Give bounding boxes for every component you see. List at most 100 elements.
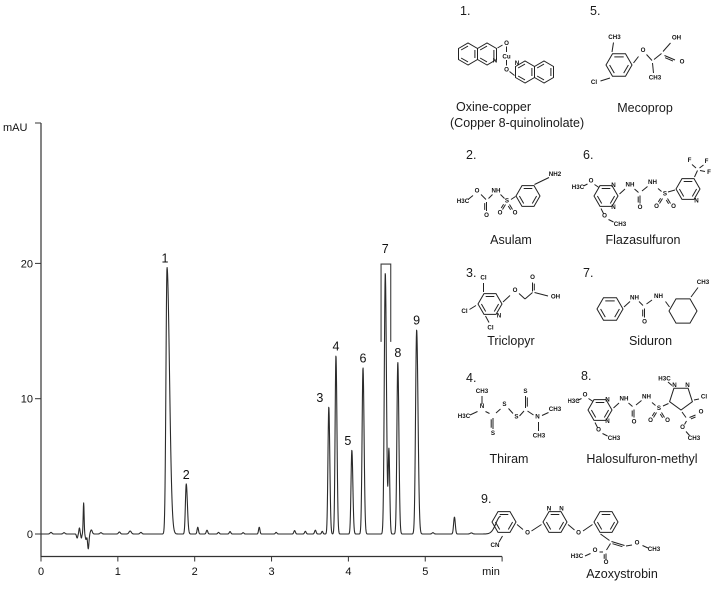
svg-text:O: O — [632, 419, 637, 426]
svg-text:N: N — [611, 182, 616, 189]
svg-text:N: N — [480, 403, 485, 410]
svg-text:NH: NH — [648, 179, 657, 186]
svg-text:N: N — [611, 204, 616, 211]
svg-text:CH3: CH3 — [688, 435, 701, 442]
svg-text:Cl: Cl — [701, 394, 707, 401]
svg-text:NH: NH — [620, 396, 629, 403]
y-tick-label: 10 — [21, 394, 33, 406]
structure-number: 5. — [590, 4, 601, 18]
peak-label-6: 6 — [360, 352, 367, 366]
svg-text:Cl: Cl — [480, 275, 486, 282]
structure-name: Asulam — [490, 233, 532, 247]
svg-text:O: O — [513, 287, 518, 294]
svg-text:S: S — [491, 430, 495, 437]
svg-text:N: N — [497, 313, 502, 320]
structure-name: Flazasulfuron — [605, 233, 681, 247]
chromatogram: 0 10 20 mAU 0 1 2 3 4 5 min 1 2 3 4 5 6 7 8 9 — [3, 122, 503, 578]
svg-text:CH3: CH3 — [608, 435, 621, 442]
peak-label-9: 9 — [413, 314, 420, 328]
structure-number: 4. — [466, 371, 477, 385]
y-axis-title: mAU — [3, 122, 28, 134]
chromatogram-trace — [40, 267, 502, 550]
thiram-structure-diagram: CH3 H3C N S S S S N CH3 CH3 — [458, 388, 562, 440]
structure-name: Thiram — [489, 452, 529, 466]
svg-text:NH: NH — [654, 293, 663, 300]
svg-text:O: O — [641, 47, 646, 54]
svg-text:H3C: H3C — [457, 198, 470, 205]
svg-text:N: N — [535, 414, 540, 421]
peak-label-7: 7 — [382, 242, 389, 256]
peak-label-1: 1 — [162, 251, 169, 265]
x-tick-label: 0 — [38, 566, 44, 578]
svg-text:N: N — [672, 382, 677, 389]
svg-text:O: O — [504, 40, 509, 47]
svg-text:O: O — [589, 178, 594, 185]
structure-name: Azoxystrobin — [586, 567, 658, 581]
svg-text:Cl: Cl — [487, 325, 493, 332]
svg-text:O: O — [642, 319, 647, 326]
svg-text:NH: NH — [492, 188, 501, 195]
svg-text:O: O — [475, 188, 480, 195]
svg-text:CH3: CH3 — [648, 546, 661, 553]
structure-number: 1. — [460, 4, 471, 18]
svg-text:O: O — [593, 547, 598, 554]
svg-text:OH: OH — [672, 35, 682, 42]
peak-7-clip-bracket — [380, 263, 392, 342]
x-tick-label: 1 — [115, 566, 121, 578]
structure-number: 7. — [583, 266, 594, 280]
svg-text:O: O — [530, 274, 535, 281]
svg-text:S: S — [663, 191, 667, 198]
x-tick-label: 5 — [422, 566, 428, 578]
svg-text:S: S — [514, 414, 518, 421]
svg-text:O: O — [699, 409, 704, 416]
svg-text:O: O — [596, 427, 601, 434]
svg-text:N: N — [605, 418, 610, 425]
svg-text:O: O — [648, 417, 653, 424]
svg-text:N: N — [493, 58, 498, 65]
structure-item-mecoprop: 5. CH3 Cl O OH O CH3 Mecoprop — [583, 4, 707, 124]
structure-number: 6. — [583, 148, 594, 162]
x-axis-title: min — [482, 566, 500, 578]
svg-text:O: O — [680, 59, 685, 66]
svg-text:NH: NH — [630, 295, 639, 302]
x-tick-label: 4 — [345, 566, 351, 578]
structure-number: 3. — [466, 266, 477, 280]
axes — [40, 123, 502, 558]
svg-text:CH3: CH3 — [549, 406, 562, 413]
svg-text:N: N — [685, 382, 690, 389]
svg-text:O: O — [665, 417, 670, 424]
svg-text:CH3: CH3 — [533, 433, 546, 440]
svg-text:CN: CN — [491, 542, 500, 549]
svg-text:H3C: H3C — [458, 413, 471, 420]
svg-text:O: O — [604, 559, 609, 566]
structure-name: Triclopyr — [487, 334, 535, 348]
svg-text:H3C: H3C — [658, 376, 671, 383]
svg-text:O: O — [525, 530, 530, 537]
structure-number: 8. — [581, 369, 592, 383]
svg-text:O: O — [680, 424, 685, 431]
svg-text:O: O — [504, 67, 509, 74]
svg-text:N: N — [605, 397, 610, 404]
peak-label-5: 5 — [344, 434, 351, 448]
svg-text:O: O — [576, 530, 581, 537]
structure-name-secondary: (Copper 8-quinolinolate) — [450, 116, 585, 130]
svg-text:N: N — [547, 506, 552, 513]
svg-text:F: F — [705, 158, 709, 165]
structure-item-thiram: 4. CH3 H3C N S S S S N CH3 CH3 Thiram — [452, 371, 566, 467]
structure-item-flazasulfuron: 6. H3C O N N O CH3 NH O NH S O O N F F F Flazasulfuron — [568, 148, 718, 248]
svg-text:CH3: CH3 — [697, 279, 710, 286]
svg-text:S: S — [523, 388, 527, 395]
structure-item-asulam: 2. H3C O O NH S O O NH2 Asulam — [452, 148, 570, 248]
siduron-structure-diagram: NH O NH CH3 — [596, 279, 710, 326]
svg-text:O: O — [498, 210, 503, 217]
svg-text:O: O — [602, 213, 607, 220]
svg-text:O: O — [638, 204, 643, 211]
structure-name: Mecoprop — [617, 101, 673, 115]
structure-item-triclopyr: 3. Cl Cl Cl O O OH N Triclopyr — [452, 266, 570, 350]
peak-label-3: 3 — [316, 391, 323, 405]
peak-label-4: 4 — [332, 339, 339, 353]
svg-text:S: S — [502, 401, 506, 408]
svg-text:CH3: CH3 — [608, 34, 621, 41]
